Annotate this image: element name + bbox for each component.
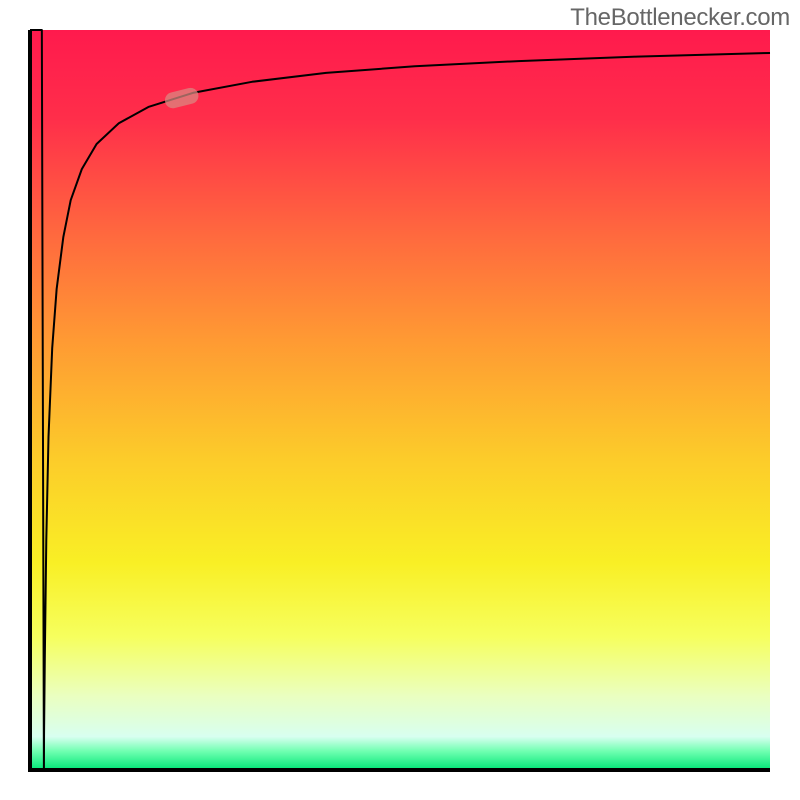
bottleneck-curve-chart: [0, 0, 800, 800]
attribution-label: TheBottlenecker.com: [570, 4, 790, 32]
chart-container: TheBottlenecker.com: [0, 0, 800, 800]
plot-gradient-background: [30, 30, 770, 770]
